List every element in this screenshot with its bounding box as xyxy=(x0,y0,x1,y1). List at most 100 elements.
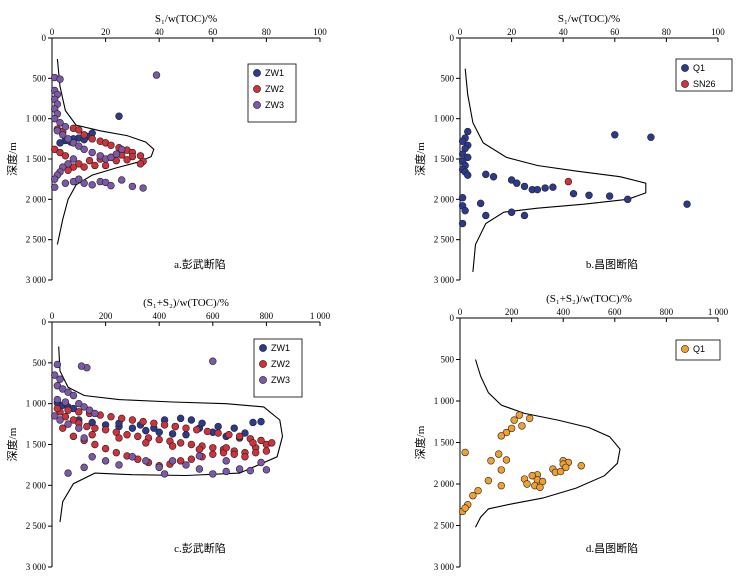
legend-box xyxy=(675,339,721,361)
data-point-zw3 xyxy=(117,176,126,184)
data-point-zw3 xyxy=(195,452,204,460)
data-point-zw2 xyxy=(107,413,115,421)
data-point-zw2 xyxy=(209,444,217,452)
data-point-zw2 xyxy=(187,440,196,449)
data-point-q1 xyxy=(469,491,477,500)
data-point-q1 xyxy=(474,486,482,495)
data-point-zw2 xyxy=(80,163,88,171)
x-tick-label: 40 xyxy=(559,27,569,37)
data-point-zw1 xyxy=(257,417,265,426)
data-point-q1 xyxy=(464,171,472,179)
y-tick-label: 1 500 xyxy=(26,154,47,164)
data-point-zw2 xyxy=(56,148,64,157)
data-point-zw3 xyxy=(75,142,83,150)
data-point-q1 xyxy=(623,195,632,204)
legend-marker-q1 xyxy=(681,345,689,353)
data-point-zw3 xyxy=(222,467,230,476)
data-point-zw3 xyxy=(56,375,64,383)
data-point-zw2 xyxy=(225,431,233,439)
panel-label: a.彭武断陷 xyxy=(174,257,226,271)
data-point-zw3 xyxy=(88,148,96,157)
data-point-q1 xyxy=(515,411,524,419)
x-tick-label: 80 xyxy=(262,27,272,37)
data-point-zw1 xyxy=(115,112,123,120)
y-tick-label: 0 xyxy=(450,33,455,43)
data-point-zw2 xyxy=(222,444,230,452)
data-point-zw3 xyxy=(59,385,67,393)
data-point-zw3 xyxy=(50,175,59,183)
data-point-zw2 xyxy=(160,421,169,429)
data-point-zw1 xyxy=(214,422,222,431)
data-point-zw3 xyxy=(209,357,217,365)
data-point-zw3 xyxy=(50,114,59,123)
y-tick-label: 1 000 xyxy=(434,114,455,124)
y-tick-label: 0 xyxy=(450,313,455,323)
data-point-zw3 xyxy=(117,145,126,154)
data-point-zw2 xyxy=(88,431,96,439)
data-point-zw3 xyxy=(64,420,72,428)
y-tick-label: 2 000 xyxy=(434,194,455,204)
data-point-q1 xyxy=(502,428,511,437)
data-point-zw3 xyxy=(56,416,64,424)
x-axis-title: (S₁+S₂)/w(TOC)/% xyxy=(143,297,229,309)
data-point-q1 xyxy=(476,199,485,208)
data-point-zw2 xyxy=(150,419,158,427)
x-tick-label: 1 000 xyxy=(310,311,331,321)
x-tick-label: 400 xyxy=(556,307,570,317)
data-point-q1 xyxy=(482,170,490,179)
x-tick-label: 0 xyxy=(458,307,463,317)
data-point-q1 xyxy=(489,173,498,181)
data-point-zw3 xyxy=(128,182,137,191)
data-point-q1 xyxy=(525,414,534,423)
data-point-zw3 xyxy=(75,399,83,408)
data-point-zw3 xyxy=(209,470,217,478)
x-tick-label: 800 xyxy=(660,307,674,317)
y-tick-label: 3 000 xyxy=(434,275,455,285)
data-point-zw2 xyxy=(69,416,78,424)
data-point-q1 xyxy=(562,463,570,472)
data-point-zw3 xyxy=(53,395,62,404)
data-point-q1 xyxy=(461,206,469,215)
data-point-zw3 xyxy=(155,463,163,472)
data-point-zw2 xyxy=(101,444,110,453)
panel-label: d.昌图断陷 xyxy=(586,541,638,555)
data-point-zw3 xyxy=(107,153,115,162)
x-tick-label: 60 xyxy=(610,27,620,37)
panel-label: c.彭武断陷 xyxy=(174,541,226,555)
x-tick-label: 20 xyxy=(101,27,111,37)
data-point-zw3 xyxy=(56,75,64,83)
data-point-zw3 xyxy=(64,160,72,168)
data-point-zw2 xyxy=(115,434,123,442)
data-point-zw2 xyxy=(69,163,78,171)
data-point-zw2 xyxy=(75,160,83,168)
data-point-q1 xyxy=(497,481,505,490)
data-point-q1 xyxy=(461,448,469,457)
data-point-zw3 xyxy=(64,135,72,143)
data-point-zw2 xyxy=(101,426,110,434)
data-point-zw3 xyxy=(139,184,147,192)
data-point-q1 xyxy=(482,211,490,220)
y-tick-label: 2 000 xyxy=(26,194,47,204)
data-point-zw3 xyxy=(64,388,72,396)
data-point-q1 xyxy=(507,208,516,216)
y-tick-label: 1 500 xyxy=(434,438,455,448)
legend-marker-zw2 xyxy=(253,85,261,93)
y-tick-label: 1 000 xyxy=(26,114,47,124)
data-point-zw3 xyxy=(107,181,115,190)
y-tick-label: 1 500 xyxy=(434,154,455,164)
data-point-zw2 xyxy=(75,126,83,134)
data-point-zw2 xyxy=(139,417,147,426)
data-point-zw2 xyxy=(171,422,179,431)
data-point-zw1 xyxy=(176,414,185,423)
data-point-zw2 xyxy=(75,408,83,416)
data-point-zw1 xyxy=(155,428,163,436)
y-tick-label: 1 000 xyxy=(434,396,455,406)
data-point-zw1 xyxy=(187,416,196,424)
data-point-zw3 xyxy=(257,458,265,467)
data-point-zw3 xyxy=(80,403,88,411)
data-point-zw1 xyxy=(182,431,190,439)
data-point-zw2 xyxy=(155,435,163,444)
data-point-zw3 xyxy=(80,179,88,187)
data-point-zw3 xyxy=(88,181,96,189)
data-point-zw2 xyxy=(61,152,70,160)
